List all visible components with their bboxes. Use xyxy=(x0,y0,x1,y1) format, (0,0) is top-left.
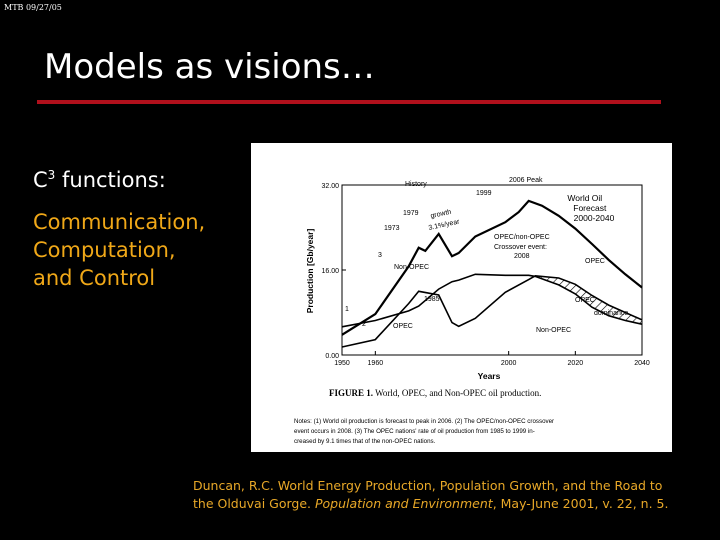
figure-notes-line-2: event occurs in 2008. (3) The OPEC natio… xyxy=(294,428,535,435)
figure-caption: FIGURE 1. World, OPEC, and Non-OPEC oil … xyxy=(329,388,541,398)
citation-journal: Population and Environment xyxy=(315,496,493,511)
annotation-non-opec-right: Non-OPEC xyxy=(536,327,571,334)
oil-production-figure: 1950 1960 2000 2020 2040 0.00 16.00 32.00 Produ… xyxy=(251,143,672,452)
opec-series-line xyxy=(341,274,643,348)
annotation-1999: 1999 xyxy=(476,190,492,197)
role-computation: Computation, xyxy=(33,238,176,262)
c3-superscript: 3 xyxy=(47,168,56,182)
annotation-opec-left: OPEC xyxy=(393,323,413,330)
oil-production-chart: 1950 1960 2000 2020 2040 0.00 16.00 32.00 Produ… xyxy=(294,177,650,445)
annotation-opec-top: OPEC xyxy=(585,258,605,265)
c3-roles-list: Communication, Computation, and Control xyxy=(33,208,205,292)
x-tick-label: 1950 xyxy=(334,360,350,367)
annotation-1985: 1985 xyxy=(424,296,440,303)
date-stamp: MTB 09/27/05 xyxy=(4,3,62,12)
citation-volume: , May-June 2001, v. 22, n. 5. xyxy=(492,496,669,511)
citation: Duncan, R.C. World Energy Production, Po… xyxy=(193,477,703,513)
annotation-1979: 1979 xyxy=(403,210,419,217)
annotation-dominance: dominance xyxy=(594,310,628,317)
y-tick-label: 16.00 xyxy=(321,268,339,275)
annotation-history: History xyxy=(405,181,427,188)
marker-3-left: 3 xyxy=(378,252,382,259)
figure-notes-line-3: creased by 9.1 times that of the non-OPE… xyxy=(294,438,436,445)
c3-rest: functions: xyxy=(55,168,166,192)
opec-dominance-hatch xyxy=(535,275,642,325)
y-tick-label: 0.00 xyxy=(325,353,339,360)
x-tick-label: 1960 xyxy=(368,360,384,367)
world-oil-forecast-label: World Oil Forecast 2000-2040 xyxy=(567,193,614,223)
marker-2-left: 2 xyxy=(362,321,366,328)
role-communication: Communication, xyxy=(33,210,206,234)
figure-caption-number: FIGURE 1. xyxy=(329,388,373,398)
world-series-line xyxy=(341,199,643,336)
annotation-crossover-1: OPEC/non-OPEC xyxy=(494,234,550,241)
slide-title: Models as visions… xyxy=(44,47,375,87)
annotation-crossover-2: Crossover event: xyxy=(494,244,547,251)
c3-base: C xyxy=(33,168,48,192)
citation-title-end: the Olduvai Gorge. xyxy=(193,496,315,511)
y-axis-label: Production [Gb/year] xyxy=(305,229,315,314)
citation-line-2: the Olduvai Gorge. Population and Enviro… xyxy=(193,495,703,513)
annotation-non-opec-left: Non-OPEC xyxy=(394,264,429,271)
x-axis-label: Years xyxy=(478,371,501,381)
x-tick-label: 2020 xyxy=(568,360,584,367)
c3-heading: C3 functions: xyxy=(33,168,166,192)
annotation-growth-rate: 3.1%/year xyxy=(428,218,461,232)
role-control: and Control xyxy=(33,266,156,290)
figure-caption-text: World, OPEC, and Non-OPEC oil production… xyxy=(373,388,541,398)
y-tick-label: 32.00 xyxy=(321,183,339,190)
annotation-opec-right: OPEC xyxy=(575,297,595,304)
x-tick-label: 2000 xyxy=(501,360,517,367)
annotation-2006-peak: 2006 Peak xyxy=(509,177,543,184)
annotation-crossover-year: 2008 xyxy=(514,253,530,260)
citation-line-1: Duncan, R.C. World Energy Production, Po… xyxy=(193,478,663,493)
figure-notes-line-1: Notes: (1) World oil production is forec… xyxy=(294,418,554,425)
annotation-growth: growth xyxy=(430,209,452,220)
annotation-1973: 1973 xyxy=(384,225,400,232)
title-underline xyxy=(37,100,661,104)
x-tick-label: 2040 xyxy=(634,360,650,367)
marker-1-left: 1 xyxy=(345,306,349,313)
non-opec-series-line xyxy=(341,273,643,328)
